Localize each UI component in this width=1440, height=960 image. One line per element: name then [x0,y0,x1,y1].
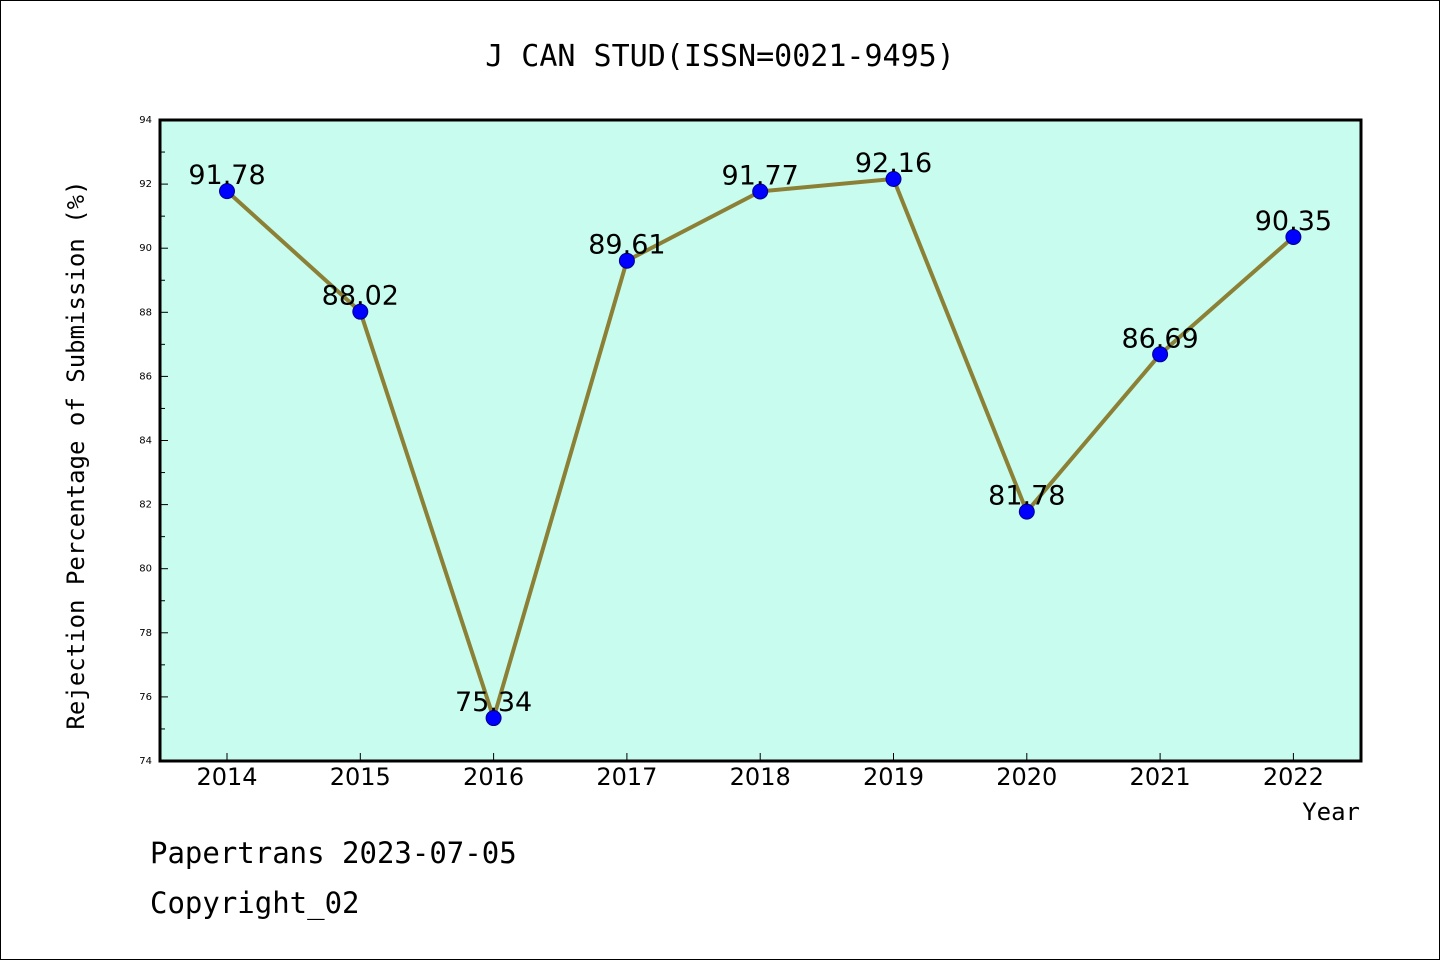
y-tick-label: 76 [139,692,152,703]
y-tick-label: 88 [139,307,152,318]
data-point [752,183,769,200]
data-point [1152,346,1169,363]
data-label: 91.78 [188,160,265,191]
y-tick-label: 90 [139,243,152,254]
data-point [618,252,635,269]
x-tick-label: 2021 [1130,763,1191,791]
data-label: 75.34 [455,687,532,718]
x-tick-label: 2015 [330,763,391,791]
footer-date: Papertrans 2023-07-05 [150,836,517,870]
x-tick-label: 2016 [463,763,524,791]
data-label: 90.35 [1255,206,1332,237]
footer-copyright: Copyright_02 [150,886,360,920]
series-rejection-rate: 91.78 88.02 75.34 89.61 91.77 92.16 81.78 86.69… [188,148,1332,727]
y-tick-label: 78 [139,628,152,639]
x-axis-label: Year [1302,798,1360,826]
data-label: 81.78 [988,481,1065,512]
y-axis-label: Rejection Percentage of Submission (%) [62,180,90,729]
y-tick-label: 74 [139,756,152,767]
y-axis: 74 76 78 80 82 84 86 88 90 92 94 [139,115,168,767]
y-tick-label: 82 [139,500,152,511]
y-tick-label: 86 [139,371,152,382]
y-tick-label: 92 [139,179,152,190]
data-label: 89.61 [588,230,665,261]
y-tick-label: 80 [139,564,152,575]
x-tick-label: 2019 [863,763,924,791]
data-label: 91.77 [722,160,799,191]
data-point [219,183,235,200]
data-label: 86.69 [1121,323,1198,354]
x-tick-label: 2017 [596,763,657,791]
y-tick-label: 94 [139,115,152,126]
x-tick-label: 2018 [730,763,791,791]
x-tick-label: 2014 [196,763,257,791]
plot-area [158,118,1363,763]
chart-title: J CAN STUD(ISSN=0021-9495) [485,39,955,74]
data-point [485,710,502,727]
data-point [352,303,369,320]
x-tick-label: 2020 [996,763,1057,791]
x-axis: 2014 2015 2016 2017 2018 2019 2020 2021 2022 [196,753,1324,791]
data-point [1018,503,1035,520]
data-point [1285,228,1302,245]
x-tick-label: 2022 [1263,763,1324,791]
data-point [885,170,902,187]
data-label: 92.16 [855,148,932,179]
data-label: 88.02 [322,281,399,312]
y-tick-label: 84 [139,436,152,447]
